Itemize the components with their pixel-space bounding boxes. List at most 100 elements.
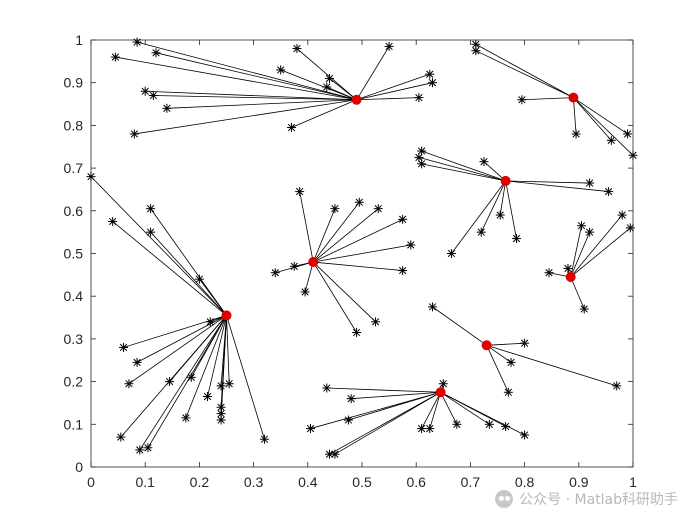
data-point: [216, 415, 226, 425]
connection-line: [486, 345, 509, 393]
data-point: [503, 387, 513, 397]
data-point: [135, 445, 145, 455]
cluster-center: [221, 310, 232, 321]
data-point: [259, 434, 269, 444]
connection-line: [440, 391, 525, 436]
connection-line: [115, 56, 357, 101]
data-point: [563, 263, 573, 273]
member-points: [86, 37, 638, 459]
connection-line: [475, 43, 574, 98]
y-tick-label: 0.9: [64, 75, 84, 91]
data-point: [438, 379, 448, 389]
x-tick-label: 0.1: [135, 474, 155, 490]
data-point: [398, 214, 408, 224]
connection-line: [312, 208, 336, 263]
data-point: [520, 338, 530, 348]
data-point: [604, 187, 614, 197]
cluster-centers: [221, 92, 579, 398]
data-point: [324, 73, 334, 83]
connection-line: [573, 97, 634, 156]
data-point: [417, 159, 427, 169]
data-point: [216, 381, 226, 391]
connection-line: [150, 231, 227, 316]
data-point: [425, 69, 435, 79]
connection-line: [440, 391, 490, 425]
data-point: [306, 424, 316, 434]
connection-line: [429, 392, 441, 429]
data-point: [544, 268, 554, 278]
connection-lines: [90, 41, 634, 455]
cluster-center: [351, 94, 362, 105]
connection-line: [312, 202, 360, 263]
data-point: [146, 227, 156, 237]
connection-line: [475, 50, 574, 99]
data-point: [132, 357, 142, 367]
connection-line: [418, 157, 506, 182]
connection-line: [134, 99, 357, 135]
x-tick-label: 0.6: [406, 474, 426, 490]
data-point: [571, 129, 581, 139]
y-tick-label: 0.1: [64, 416, 84, 432]
data-point: [373, 204, 383, 214]
connection-line: [291, 99, 357, 128]
data-point: [417, 424, 427, 434]
connection-line: [128, 315, 227, 385]
connection-line: [570, 227, 631, 278]
connection-line: [421, 163, 506, 182]
cluster-center: [308, 257, 319, 268]
connection-line: [147, 315, 227, 448]
y-tick-label: 0.4: [64, 288, 84, 304]
data-point: [398, 266, 408, 276]
x-tick-label: 0.5: [352, 474, 372, 490]
connection-line: [312, 208, 379, 263]
data-point: [270, 268, 280, 278]
data-point: [140, 86, 150, 96]
connection-line: [451, 180, 506, 254]
data-point: [276, 65, 286, 75]
connection-line: [421, 392, 441, 429]
connection-line: [573, 97, 628, 135]
connection-line: [136, 41, 357, 101]
data-point: [300, 287, 310, 297]
connection-line: [139, 315, 227, 451]
connection-line: [226, 315, 230, 384]
connection-line: [310, 391, 441, 429]
connection-line: [155, 52, 357, 101]
connection-line: [440, 392, 458, 425]
data-point: [216, 409, 226, 419]
connection-line: [90, 176, 227, 316]
axes: 0 0.1 0.2 0.3 0.4 0.5 0.6 0.7 0.8 0.9 1 0 0.1 0.2 0.3 0…: [64, 32, 638, 490]
x-tick-label: 0.4: [298, 474, 318, 490]
data-point: [506, 357, 516, 367]
connection-line: [185, 315, 227, 419]
data-point: [224, 379, 234, 389]
connection-line: [505, 180, 517, 239]
data-point: [292, 44, 302, 54]
data-point: [203, 392, 213, 402]
data-point: [384, 41, 394, 51]
data-point: [116, 432, 126, 442]
y-tick-label: 0.7: [64, 160, 84, 176]
data-point: [186, 372, 196, 382]
data-point: [143, 443, 153, 453]
connection-line: [570, 276, 585, 310]
connection-line: [505, 180, 609, 192]
data-point: [427, 78, 437, 88]
data-point: [471, 46, 481, 56]
connection-line: [573, 97, 612, 141]
data-point: [181, 413, 191, 423]
data-point: [205, 317, 215, 327]
data-point: [446, 249, 456, 258]
data-point: [330, 204, 340, 214]
data-point: [352, 327, 362, 337]
data-point: [617, 210, 627, 220]
connection-line: [112, 221, 227, 316]
data-point: [343, 415, 353, 425]
connection-line: [334, 391, 441, 455]
data-point: [194, 274, 204, 284]
connection-line: [329, 391, 441, 455]
connection-line: [356, 97, 419, 101]
data-point: [517, 95, 527, 105]
data-point: [108, 216, 118, 226]
